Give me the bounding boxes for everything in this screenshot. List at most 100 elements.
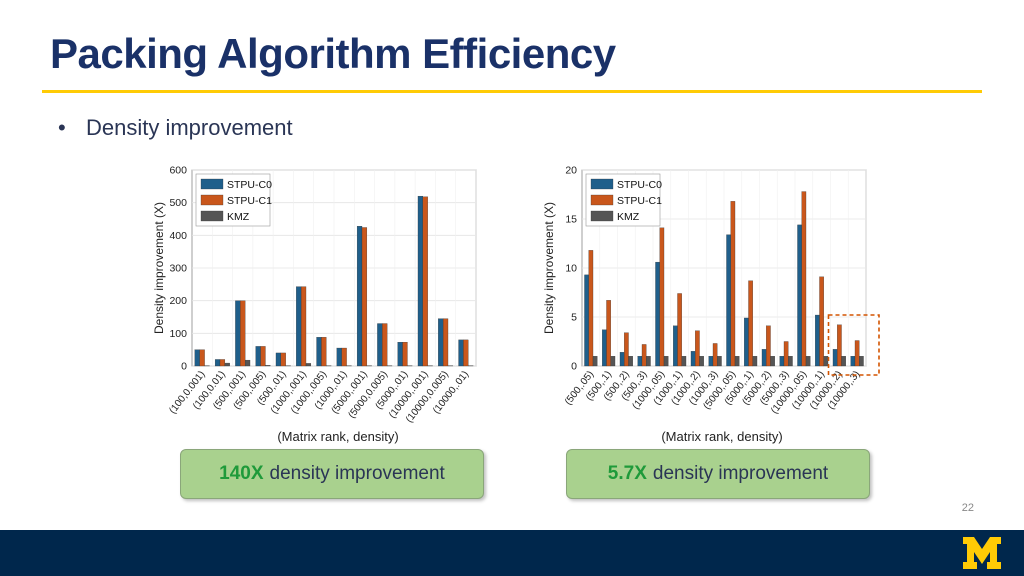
bar <box>850 356 856 367</box>
bar <box>458 339 464 367</box>
chart-density-high: 05101520(500,.05)(500,.1)(500,.2)(500,.3… <box>542 165 880 416</box>
callout-5-7x: 5.7X density improvement <box>566 449 870 499</box>
bar <box>592 356 598 367</box>
y-tick-label: 400 <box>169 230 187 242</box>
bar <box>296 286 302 367</box>
y-tick-label: 5 <box>571 312 577 324</box>
legend: STPU-C0 STPU-C1 KMZ <box>585 173 662 227</box>
slide-title: Packing Algorithm Efficiency <box>50 30 616 77</box>
bar <box>224 362 230 367</box>
bar <box>708 356 714 367</box>
bar <box>624 332 629 367</box>
bar <box>655 261 660 367</box>
bar <box>699 356 704 367</box>
bar <box>673 325 678 367</box>
bar <box>194 349 200 367</box>
bar <box>837 324 842 367</box>
legend-swatch <box>200 178 224 190</box>
bar <box>316 337 322 367</box>
bar <box>797 224 802 367</box>
y-tick-label: 200 <box>169 295 187 307</box>
bar <box>336 347 342 367</box>
callout-140x: 140X density improvement <box>180 449 484 499</box>
bar <box>442 318 449 367</box>
bar <box>748 280 753 367</box>
bar <box>417 195 424 367</box>
bar <box>275 352 282 367</box>
y-tick-label: 600 <box>169 165 187 177</box>
callout-highlight: 5.7X <box>607 463 647 484</box>
bar <box>260 346 266 367</box>
bar <box>734 356 740 367</box>
y-axis-label: Density improvement (X) <box>542 202 556 334</box>
legend-label: STPU-C1 <box>617 195 662 207</box>
y-axis-label: Density improvement (X) <box>152 202 166 334</box>
legend-label: STPU-C0 <box>227 179 272 191</box>
bar <box>265 365 271 367</box>
bar <box>641 344 647 367</box>
y-tick-label: 0 <box>571 361 577 373</box>
bar <box>402 342 408 367</box>
bar <box>255 346 261 367</box>
bullet-text: Density improvement <box>86 115 293 140</box>
legend-label: STPU-C1 <box>227 195 272 207</box>
bar <box>663 356 669 367</box>
bar <box>752 356 758 367</box>
footer-bar: M <box>0 530 1024 576</box>
callout-text: density improvement <box>652 463 829 484</box>
y-tick-label: 0 <box>181 361 187 373</box>
bar <box>361 227 368 367</box>
bar <box>717 356 722 367</box>
y-tick-label: 20 <box>565 165 577 177</box>
title-underline <box>42 90 982 93</box>
bar <box>801 191 807 367</box>
bar <box>841 356 846 367</box>
bar <box>240 300 246 367</box>
highlight-box <box>827 314 880 376</box>
bar <box>646 356 651 367</box>
bar <box>397 342 403 367</box>
bar <box>219 359 226 367</box>
bar <box>619 352 625 367</box>
legend: STPU-C0 STPU-C1 KMZ <box>195 173 272 227</box>
bar <box>463 339 469 367</box>
y-tick-label: 15 <box>565 214 577 226</box>
y-tick-label: 10 <box>565 263 577 275</box>
bar <box>761 349 767 367</box>
bar <box>377 323 383 367</box>
bar <box>628 356 633 367</box>
chart-density-low: 0100200300400500600(100,0.001)(100,0.01)… <box>152 165 477 425</box>
bar <box>859 356 864 367</box>
bar <box>321 337 327 367</box>
callout-highlight: 140X <box>219 463 264 484</box>
chart2-xlabel: (Matrix rank, density) <box>661 429 783 444</box>
legend-label: KMZ <box>227 211 250 223</box>
bar <box>305 363 312 367</box>
bar <box>819 276 824 367</box>
bar <box>300 286 307 367</box>
page-number: 22 <box>961 502 974 514</box>
bar <box>341 347 347 367</box>
bar <box>637 356 643 367</box>
chart1-xlabel: (Matrix rank, density) <box>277 429 399 444</box>
bar <box>681 356 687 367</box>
bar <box>199 349 205 367</box>
bar <box>788 356 793 367</box>
bar <box>244 359 251 367</box>
bar <box>730 201 736 367</box>
bullet-item: • Density improvement <box>58 115 293 141</box>
legend-swatch <box>590 178 614 190</box>
bar <box>677 293 682 367</box>
legend-label: STPU-C0 <box>617 179 662 191</box>
legend-swatch <box>200 194 224 206</box>
bar <box>854 340 860 367</box>
bar <box>235 300 241 367</box>
bar <box>382 323 388 367</box>
bar <box>766 325 771 367</box>
bar <box>588 250 594 367</box>
bar <box>356 226 363 367</box>
bullet-marker: • <box>58 115 66 140</box>
bar <box>584 274 589 367</box>
university-logo: M <box>963 537 1001 569</box>
y-tick-label: 300 <box>169 263 187 275</box>
